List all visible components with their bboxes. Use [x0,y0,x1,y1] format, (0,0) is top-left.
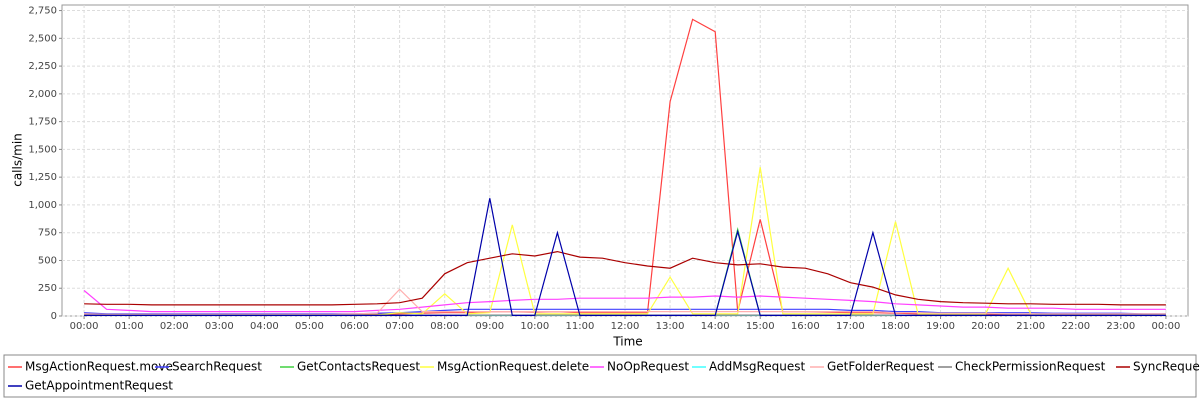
x-tick-label: 00:00 [1151,321,1180,332]
x-tick-label: 03:00 [205,321,234,332]
y-tick-label: 500 [38,255,57,266]
legend [3,354,1197,398]
y-tick-label: 1,500 [28,144,57,155]
x-tick-label: 14:00 [701,321,730,332]
x-tick-label: 10:00 [520,321,549,332]
x-tick-label: 08:00 [430,321,459,332]
legend-label: MsgActionRequest.delete [437,360,589,374]
x-tick-label: 02:00 [160,321,189,332]
y-tick-label: 2,500 [28,33,57,44]
legend-label: GetAppointmentRequest [25,379,173,393]
legend-label: GetFolderRequest [827,360,935,374]
legend-label: NoOpRequest [607,360,689,374]
y-tick-label: 1,750 [28,117,57,128]
x-tick-label: 05:00 [295,321,324,332]
x-tick-label: 17:00 [836,321,865,332]
series-line [84,288,1166,315]
y-tick-label: 250 [38,283,57,294]
legend-label: GetContactsRequest [297,360,420,374]
x-tick-label: 09:00 [475,321,504,332]
y-tick-label: 2,250 [28,61,57,72]
x-tick-label: 22:00 [1061,321,1090,332]
legend-label: SearchRequest [172,360,262,374]
legend-label: MsgActionRequest.move [25,360,173,374]
x-axis-label: Time [612,335,642,349]
y-tick-label: 750 [38,228,57,239]
x-tick-label: 18:00 [881,321,910,332]
y-tick-label: 0 [51,311,57,322]
x-tick-label: 11:00 [566,321,595,332]
x-tick-label: 12:00 [611,321,640,332]
x-tick-label: 00:00 [70,321,99,332]
x-tick-label: 20:00 [971,321,1000,332]
legend-label: CheckPermissionRequest [955,360,1106,374]
legend-label: AddMsgRequest [709,360,805,374]
legend-label: SyncRequest [1133,360,1200,374]
x-tick-label: 19:00 [926,321,955,332]
y-tick-label: 1,000 [28,200,57,211]
series-line [84,198,1166,316]
x-tick-label: 21:00 [1016,321,1045,332]
x-tick-label: 06:00 [340,321,369,332]
x-tick-label: 01:00 [115,321,144,332]
x-tick-label: 07:00 [385,321,414,332]
x-tick-label: 15:00 [746,321,775,332]
y-axis-label: calls/min [11,133,25,187]
y-tick-label: 2,000 [28,89,57,100]
x-tick-label: 13:00 [656,321,685,332]
y-tick-label: 1,250 [28,172,57,183]
x-tick-label: 23:00 [1106,321,1135,332]
x-tick-label: 04:00 [250,321,279,332]
x-tick-label: 16:00 [791,321,820,332]
series-line [84,250,1166,306]
series-line [83,290,1166,313]
y-tick-label: 2,750 [28,6,57,17]
